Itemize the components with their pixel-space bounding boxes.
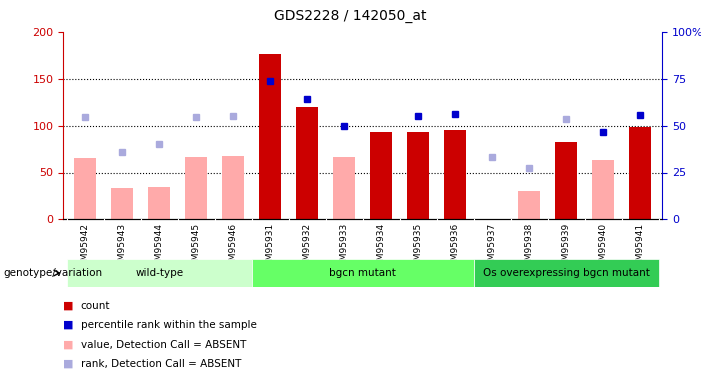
- Bar: [111, 188, 133, 219]
- Text: ■: ■: [63, 359, 74, 369]
- Text: GSM95944: GSM95944: [155, 222, 164, 272]
- Bar: [74, 158, 96, 219]
- Text: GSM95946: GSM95946: [229, 222, 238, 272]
- Text: GSM95943: GSM95943: [118, 222, 127, 272]
- Text: GSM95941: GSM95941: [636, 222, 645, 272]
- Bar: [148, 187, 170, 219]
- Text: ■: ■: [63, 340, 74, 350]
- Text: GSM95942: GSM95942: [81, 222, 90, 272]
- Bar: [518, 191, 540, 219]
- Text: count: count: [81, 301, 110, 310]
- Text: Os overexpressing bgcn mutant: Os overexpressing bgcn mutant: [483, 268, 650, 278]
- Text: wild-type: wild-type: [135, 268, 184, 278]
- Bar: [185, 157, 207, 219]
- Text: GSM95940: GSM95940: [599, 222, 608, 272]
- Bar: [444, 130, 466, 219]
- Bar: [407, 132, 429, 219]
- Text: GSM95938: GSM95938: [525, 222, 533, 272]
- Text: GSM95936: GSM95936: [451, 222, 460, 272]
- Bar: [555, 142, 578, 219]
- Text: GSM95939: GSM95939: [562, 222, 571, 272]
- Bar: [252, 259, 474, 287]
- Text: GSM95937: GSM95937: [488, 222, 497, 272]
- Bar: [259, 54, 281, 219]
- Bar: [474, 259, 659, 287]
- Bar: [67, 259, 252, 287]
- Bar: [629, 127, 651, 219]
- Bar: [297, 107, 318, 219]
- Text: bgcn mutant: bgcn mutant: [329, 268, 396, 278]
- Text: ■: ■: [63, 320, 74, 330]
- Bar: [333, 157, 355, 219]
- Bar: [592, 160, 614, 219]
- Text: GSM95945: GSM95945: [192, 222, 200, 272]
- Text: GSM95934: GSM95934: [376, 222, 386, 272]
- Text: value, Detection Call = ABSENT: value, Detection Call = ABSENT: [81, 340, 246, 350]
- Text: GSM95933: GSM95933: [340, 222, 349, 272]
- Text: rank, Detection Call = ABSENT: rank, Detection Call = ABSENT: [81, 359, 241, 369]
- Bar: [222, 156, 245, 219]
- Text: GSM95932: GSM95932: [303, 222, 312, 272]
- Bar: [370, 132, 393, 219]
- Text: GSM95931: GSM95931: [266, 222, 275, 272]
- Text: GDS2228 / 142050_at: GDS2228 / 142050_at: [274, 9, 427, 23]
- Text: ■: ■: [63, 301, 74, 310]
- Text: percentile rank within the sample: percentile rank within the sample: [81, 320, 257, 330]
- Text: genotype/variation: genotype/variation: [4, 268, 102, 278]
- Text: GSM95935: GSM95935: [414, 222, 423, 272]
